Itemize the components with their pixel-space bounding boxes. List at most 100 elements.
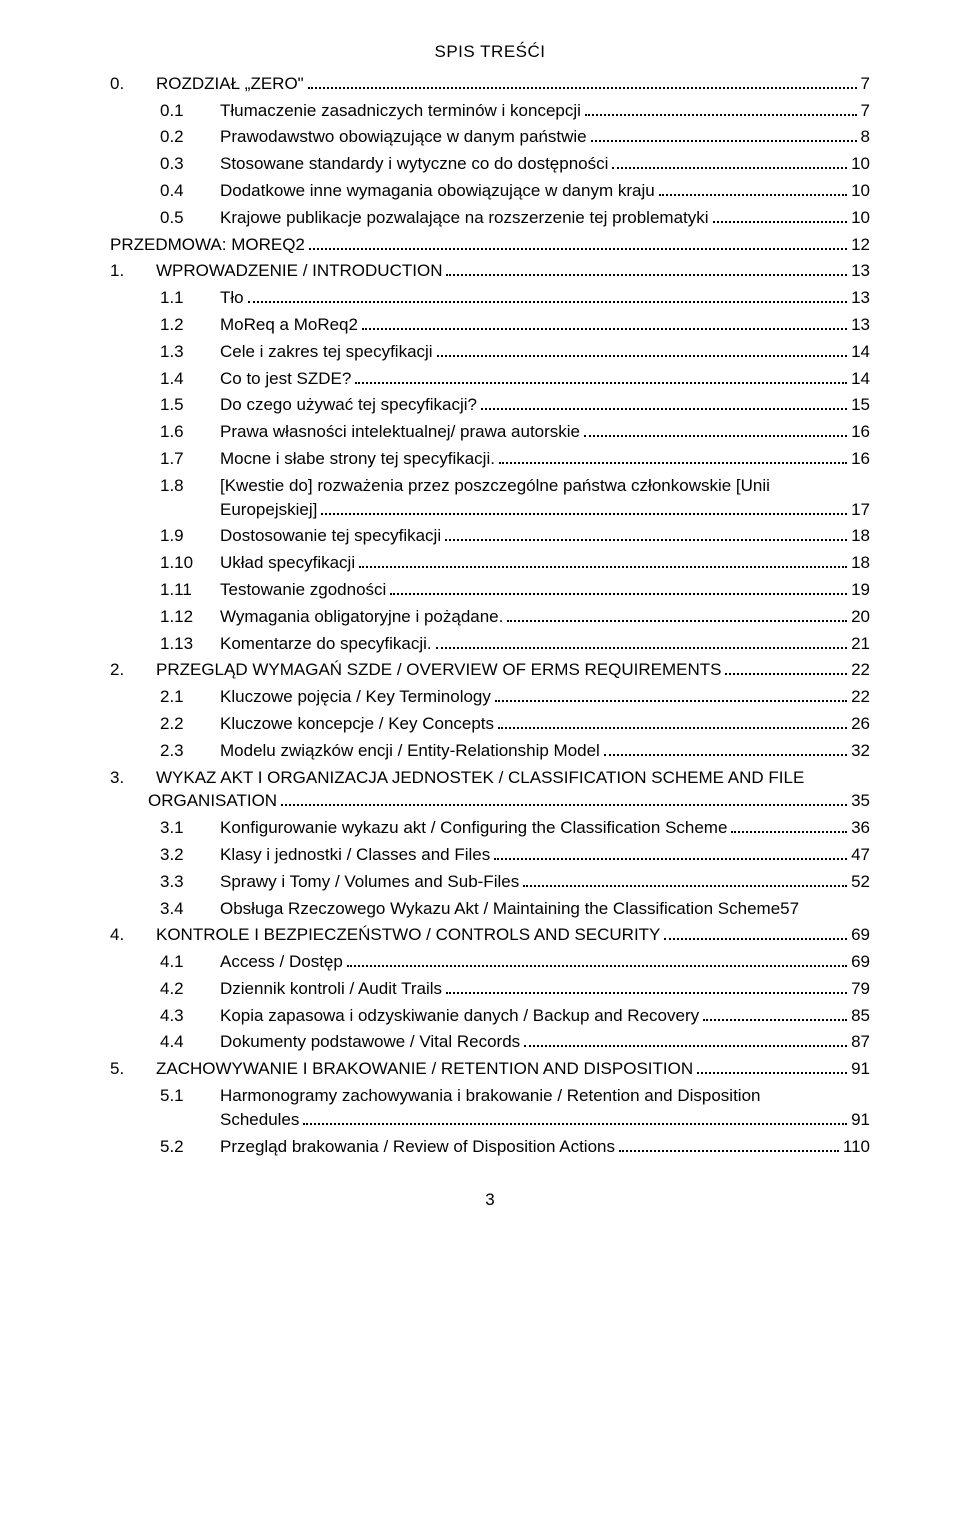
- toc-entry-number: 1.7: [160, 447, 220, 471]
- toc-entry-page: 18: [851, 551, 870, 575]
- toc-entry-label: Dokumenty podstawowe / Vital Records: [220, 1030, 520, 1054]
- toc-entry-number: 3.3: [160, 870, 220, 894]
- toc-leader-dots: [664, 925, 847, 941]
- toc-entry-page: 7: [861, 72, 870, 96]
- toc-entry: 1.WPROWADZENIE / INTRODUCTION 13: [110, 259, 870, 283]
- toc-entry-number: 4.4: [160, 1030, 220, 1054]
- toc-entry-number: 5.2: [160, 1135, 220, 1159]
- toc-leader-dots: [446, 978, 847, 994]
- toc-entry-label: Do czego używać tej specyfikacji?: [220, 393, 477, 417]
- toc-entry-page: 32: [851, 739, 870, 763]
- toc-entry-label-line2: ORGANISATION: [148, 789, 277, 813]
- toc-entry-label: ZACHOWYWANIE I BRAKOWANIE / RETENTION AN…: [156, 1057, 693, 1081]
- toc-entry-page: 26: [851, 712, 870, 736]
- toc-entry-number: 0.1: [160, 99, 220, 123]
- toc-entry-page: 13: [851, 286, 870, 310]
- toc-leader-dots: [303, 1109, 847, 1125]
- toc-leader-dots: [584, 422, 847, 438]
- toc-entry-page: 17: [851, 498, 870, 522]
- toc-entry-number: 4.2: [160, 977, 220, 1001]
- toc-entry-label: Kluczowe koncepcje / Key Concepts: [220, 712, 494, 736]
- toc-entry-label: PRZEGLĄD WYMAGAŃ SZDE / OVERVIEW OF ERMS…: [156, 658, 721, 682]
- toc-entry: 2.1Kluczowe pojęcia / Key Terminology 22: [110, 685, 870, 709]
- toc-leader-dots: [446, 261, 847, 277]
- toc-entry-number: 3.2: [160, 843, 220, 867]
- toc-entry: 2.3Modelu związków encji / Entity-Relati…: [110, 739, 870, 763]
- toc-entry-page: 91: [851, 1108, 870, 1132]
- toc-leader-dots: [524, 1032, 847, 1048]
- toc-entry: 1.2MoReq a MoReq2 13: [110, 313, 870, 337]
- toc-entry-number: 1.12: [160, 605, 220, 629]
- toc-entry-page: 7: [861, 99, 870, 123]
- toc-entry: 1.4Co to jest SZDE? 14: [110, 367, 870, 391]
- toc-entry-number: 3.1: [160, 816, 220, 840]
- toc-entry-label: Tłumaczenie zasadniczych terminów i konc…: [220, 99, 581, 123]
- toc-leader-dots: [495, 687, 847, 703]
- toc-entry-label: ROZDZIAŁ „ZERO": [156, 72, 304, 96]
- toc-leader-dots: [499, 448, 847, 464]
- toc-entry-page: 10: [851, 179, 870, 203]
- toc-entry-number: 0.2: [160, 125, 220, 149]
- toc-leader-dots: [659, 180, 847, 196]
- toc-entry-number: 1.5: [160, 393, 220, 417]
- toc-entry-label: Testowanie zgodności: [220, 578, 386, 602]
- toc-entry-page: 12: [851, 233, 870, 257]
- toc-entry-number: 5.1: [160, 1084, 220, 1108]
- toc-entry-page: 69: [851, 923, 870, 947]
- toc-entry: 5.1Harmonogramy zachowywania i brakowani…: [110, 1084, 870, 1132]
- toc-leader-dots: [248, 288, 847, 304]
- toc-entry: 1.12Wymagania obligatoryjne i pożądane. …: [110, 605, 870, 629]
- toc-entry: 1.5Do czego używać tej specyfikacji? 15: [110, 393, 870, 417]
- toc-page: SPIS TREŚĆI 0.ROZDZIAŁ „ZERO" 70.1Tłumac…: [0, 0, 960, 1252]
- toc-entry-number: 1.3: [160, 340, 220, 364]
- toc-entry: 4.3Kopia zapasowa i odzyskiwanie danych …: [110, 1004, 870, 1028]
- toc-entry: 0.2Prawodawstwo obowiązujące w danym pań…: [110, 125, 870, 149]
- toc-entry: 4.KONTROLE I BEZPIECZEŃSTWO / CONTROLS A…: [110, 923, 870, 947]
- toc-leader-dots: [494, 844, 847, 860]
- toc-entry-number: 1.: [110, 259, 156, 283]
- toc-entry: 3.4Obsługa Rzeczowego Wykazu Akt / Maint…: [110, 897, 870, 921]
- toc-entry-label-line1: [Kwestie do] rozważenia przez poszczegól…: [220, 474, 870, 498]
- toc-entry-page: 10: [851, 206, 870, 230]
- toc-entry-label: Dziennik kontroli / Audit Trails: [220, 977, 442, 1001]
- toc-entry-page: 110: [843, 1135, 870, 1159]
- toc-entry-number: 4.: [110, 923, 156, 947]
- toc-leader-dots: [390, 579, 847, 595]
- toc-entry-label: Mocne i słabe strony tej specyfikacji.: [220, 447, 495, 471]
- toc-entry-page: 14: [851, 367, 870, 391]
- toc-entry-number: 0.5: [160, 206, 220, 230]
- toc-entry-label-line2: Schedules: [220, 1108, 299, 1132]
- toc-entry-label-line1: WYKAZ AKT I ORGANIZACJA JEDNOSTEK / CLAS…: [156, 766, 870, 790]
- toc-entry: 1.13Komentarze do specyfikacji. 21: [110, 632, 870, 656]
- toc-entry-label: Access / Dostęp: [220, 950, 343, 974]
- toc-leader-dots: [362, 314, 847, 330]
- toc-entry-label: Obsługa Rzeczowego Wykazu Akt / Maintain…: [220, 897, 780, 921]
- toc-entry-page: 13: [851, 259, 870, 283]
- toc-leader-dots: [498, 713, 847, 729]
- toc-entry-page: 91: [851, 1057, 870, 1081]
- toc-entry: 3.1Konfigurowanie wykazu akt / Configuri…: [110, 816, 870, 840]
- toc-leader-dots: [359, 553, 847, 569]
- toc-leader-dots: [591, 127, 857, 143]
- toc-leader-dots: [725, 660, 847, 676]
- toc-leader-dots: [731, 818, 847, 834]
- toc-entry: 1.3Cele i zakres tej specyfikacji 14: [110, 340, 870, 364]
- toc-entry-label: Prawa własności intelektualnej/ prawa au…: [220, 420, 580, 444]
- toc-entry-page: 47: [851, 843, 870, 867]
- toc-entry-page: 8: [861, 125, 870, 149]
- toc-leader-dots: [481, 395, 847, 411]
- toc-entry-label: Modelu związków encji / Entity-Relations…: [220, 739, 600, 763]
- toc-entry-number: 0.4: [160, 179, 220, 203]
- toc-entry: 3.2Klasy i jednostki / Classes and Files…: [110, 843, 870, 867]
- toc-entry-number: 1.13: [160, 632, 220, 656]
- toc-entry-page: 20: [851, 605, 870, 629]
- toc-leader-dots: [713, 207, 848, 223]
- toc-entry-page: 18: [851, 524, 870, 548]
- toc-entry-page: 85: [851, 1004, 870, 1028]
- toc-entry-page: 52: [851, 870, 870, 894]
- toc-entry: 0.5Krajowe publikacje pozwalające na roz…: [110, 206, 870, 230]
- toc-entry: PRZEDMOWA: MOREQ2 12: [110, 233, 870, 257]
- toc-entry-label: Co to jest SZDE?: [220, 367, 351, 391]
- toc-entry-number: 1.1: [160, 286, 220, 310]
- toc-entry-page: 57: [780, 897, 799, 921]
